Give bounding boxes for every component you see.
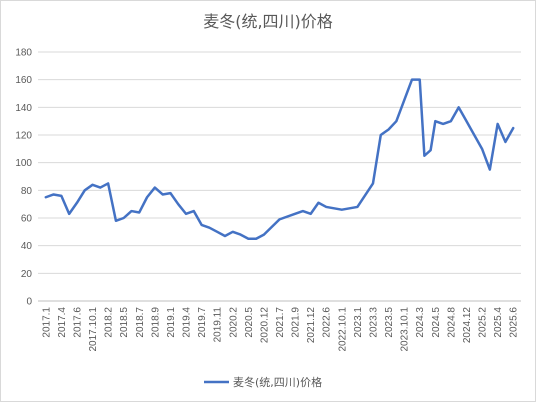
x-tick-label: 2025.6 — [509, 307, 520, 338]
y-tick-label: 160 — [15, 75, 32, 86]
y-tick-label: 40 — [21, 241, 33, 252]
y-tick-label: 0 — [26, 297, 32, 308]
x-tick-label: 2020.12 — [259, 307, 270, 344]
x-tick-label: 2019.1 — [166, 307, 177, 338]
x-tick-label: 2023.5 — [384, 307, 395, 338]
x-tick-label: 2018.9 — [150, 307, 161, 338]
x-tick-label: 2020.2 — [228, 307, 239, 338]
x-tick-label: 2021.9 — [291, 307, 302, 338]
x-tick-label: 2019.7 — [197, 307, 208, 338]
x-axis-ticks: 2017.1 2017.4 2017.6 2017.10.1 2018.2 2018.5 2… — [41, 307, 519, 352]
x-tick-label: 2018.7 — [135, 307, 146, 338]
series-layer — [44, 78, 515, 240]
legend-label: 麦冬(统,四川)价格 — [233, 375, 322, 389]
x-tick-label: 2017.10.1 — [88, 307, 99, 352]
x-tick-label: 2024.3 — [415, 307, 426, 338]
x-tick-label: 2022.6 — [322, 307, 333, 338]
y-tick-label: 120 — [15, 131, 32, 142]
x-tick-label: 2019.4 — [182, 307, 193, 338]
x-tick-label: 2018.5 — [119, 307, 130, 338]
x-tick-label: 2019.11 — [213, 307, 224, 343]
y-tick-label: 20 — [21, 269, 33, 280]
x-tick-label: 2023.3 — [368, 307, 379, 338]
y-tick-label: 180 — [15, 48, 32, 59]
y-tick-label: 60 — [21, 214, 33, 225]
legend: 麦冬(统,四川)价格 — [204, 375, 322, 389]
y-tick-label: 100 — [15, 158, 32, 169]
y-axis-ticks: 0 20 40 60 80 100 120 140 160 180 — [15, 48, 32, 308]
x-tick-label: 2024.12 — [462, 307, 473, 344]
x-tick-label: 2024.5 — [431, 307, 442, 338]
x-tick-label: 2023.1 — [353, 307, 364, 338]
x-tick-label: 2017.1 — [41, 307, 52, 338]
x-tick-label: 2021.7 — [275, 307, 286, 338]
y-tick-label: 140 — [15, 103, 32, 114]
x-tick-label: 2018.2 — [104, 307, 115, 338]
x-tick-label: 2021.12 — [306, 307, 317, 344]
x-tick-label: 2024.8 — [446, 307, 457, 338]
x-tick-label: 2025.4 — [493, 307, 504, 338]
x-tick-label: 2023.10.1 — [400, 307, 411, 352]
x-tick-label: 2025.2 — [478, 307, 489, 338]
y-tick-label: 80 — [21, 186, 33, 197]
x-tick-label: 2017.4 — [57, 307, 68, 338]
x-tick-label: 2017.6 — [72, 307, 83, 338]
chart-title: 麦冬(统,四川)价格 — [203, 12, 333, 31]
gridlines — [38, 51, 521, 302]
series-line — [44, 78, 515, 240]
x-tick-label: 2022.10.1 — [337, 307, 348, 352]
x-tick-label: 2020.5 — [244, 307, 255, 338]
